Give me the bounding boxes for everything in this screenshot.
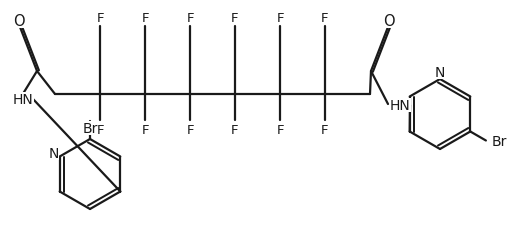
Text: F: F xyxy=(96,11,104,25)
Text: F: F xyxy=(321,123,329,136)
Text: F: F xyxy=(141,123,149,136)
Text: HN: HN xyxy=(13,93,34,106)
Text: F: F xyxy=(231,11,239,25)
Text: F: F xyxy=(141,11,149,25)
Text: F: F xyxy=(276,11,284,25)
Text: F: F xyxy=(321,11,329,25)
Text: O: O xyxy=(13,14,25,28)
Text: F: F xyxy=(186,11,194,25)
Text: F: F xyxy=(186,123,194,136)
Text: N: N xyxy=(435,66,445,80)
Text: F: F xyxy=(231,123,239,136)
Text: F: F xyxy=(276,123,284,136)
Text: N: N xyxy=(49,146,59,160)
Text: Br: Br xyxy=(82,121,98,135)
Text: O: O xyxy=(383,14,395,28)
Text: F: F xyxy=(96,123,104,136)
Text: HN: HN xyxy=(390,98,411,112)
Text: Br: Br xyxy=(491,134,506,148)
